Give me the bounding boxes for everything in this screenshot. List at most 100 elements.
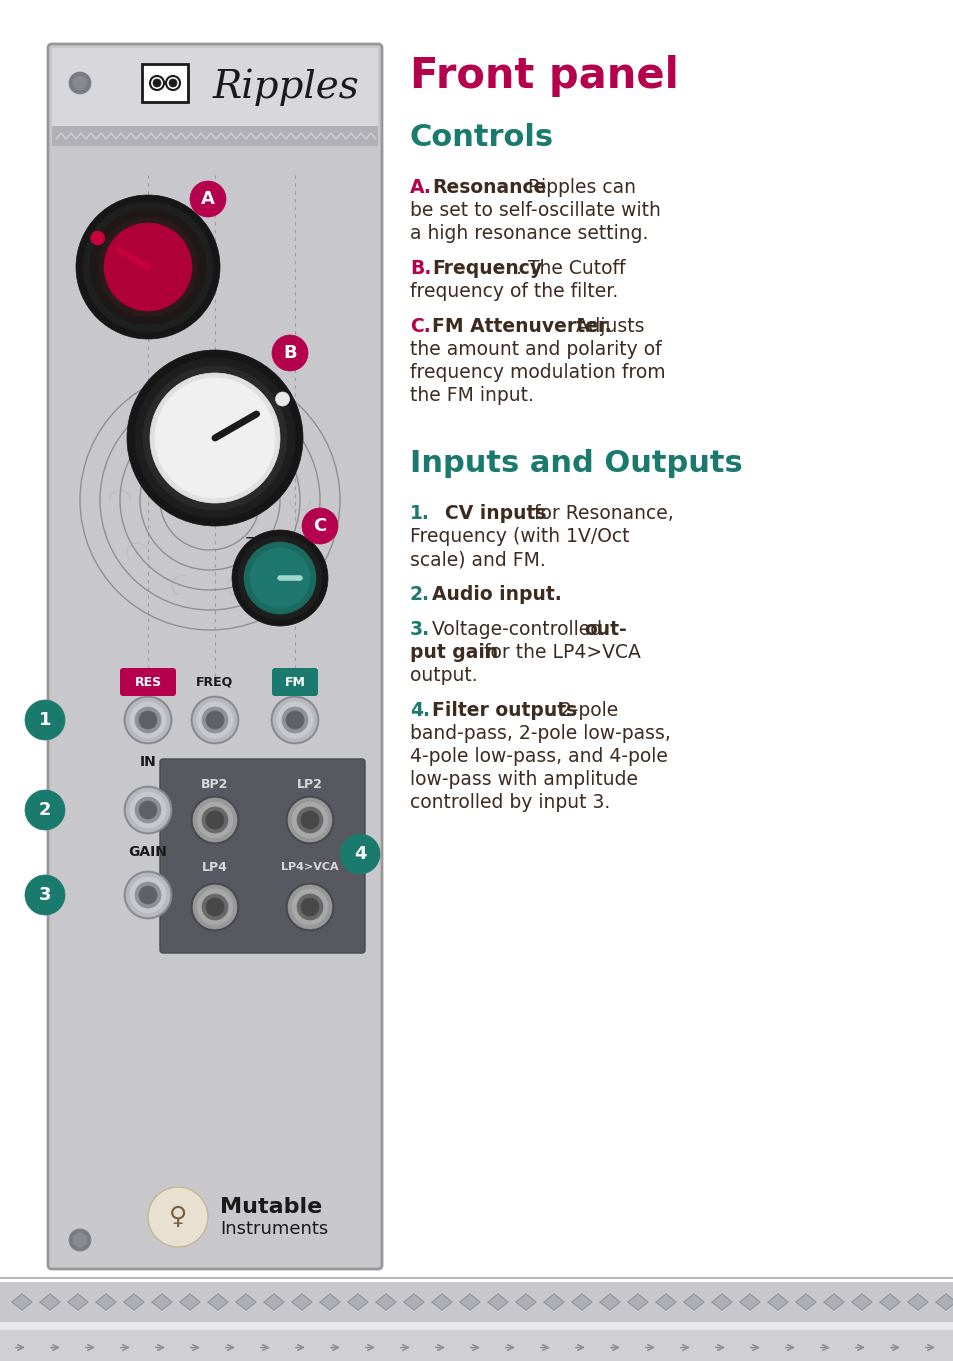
Circle shape (126, 872, 170, 917)
Circle shape (76, 195, 220, 339)
Circle shape (135, 798, 161, 823)
Text: A.: A. (410, 178, 432, 197)
Text: out-: out- (583, 621, 626, 640)
Text: LP4: LP4 (202, 860, 228, 874)
Circle shape (206, 710, 224, 729)
Polygon shape (907, 1294, 927, 1311)
Text: C: C (313, 517, 326, 535)
Circle shape (288, 885, 332, 930)
Circle shape (130, 792, 166, 827)
Circle shape (193, 798, 236, 842)
Circle shape (124, 871, 172, 919)
Text: LP4>VCA: LP4>VCA (281, 862, 338, 872)
Text: 3: 3 (39, 886, 51, 904)
Text: C.: C. (410, 317, 431, 336)
Polygon shape (403, 1294, 423, 1311)
Circle shape (196, 802, 233, 838)
FancyBboxPatch shape (48, 44, 381, 1268)
Circle shape (126, 698, 170, 742)
Circle shape (272, 335, 308, 372)
Circle shape (91, 231, 105, 245)
Text: FREQ: FREQ (196, 675, 233, 689)
Polygon shape (599, 1294, 619, 1311)
Text: . 2-pole: . 2-pole (547, 701, 618, 720)
Circle shape (292, 889, 328, 925)
Polygon shape (124, 1294, 144, 1311)
Circle shape (73, 76, 87, 90)
Circle shape (126, 788, 170, 832)
Circle shape (139, 802, 157, 819)
Bar (52, 127, 377, 146)
Circle shape (196, 889, 233, 925)
Text: 4.: 4. (410, 701, 430, 720)
Text: 1.: 1. (410, 504, 430, 523)
Circle shape (135, 882, 161, 908)
Circle shape (154, 378, 274, 498)
Circle shape (69, 72, 91, 94)
FancyBboxPatch shape (272, 668, 317, 695)
Text: output.: output. (410, 666, 477, 685)
Bar (0, 1330, 953, 1361)
Text: controlled by input 3.: controlled by input 3. (410, 793, 610, 813)
Text: Controls: Controls (410, 122, 554, 152)
Text: Voltage-controlled: Voltage-controlled (432, 621, 607, 640)
Polygon shape (235, 1294, 255, 1311)
Circle shape (292, 802, 328, 838)
Circle shape (271, 695, 318, 744)
Text: the amount and polarity of: the amount and polarity of (410, 340, 661, 359)
Text: low-pass with amplitude: low-pass with amplitude (410, 770, 638, 789)
Text: Filter outputs: Filter outputs (432, 701, 577, 720)
Polygon shape (432, 1294, 452, 1311)
Text: +: + (282, 532, 293, 544)
Polygon shape (572, 1294, 592, 1311)
Circle shape (206, 898, 224, 916)
Polygon shape (319, 1294, 339, 1311)
Circle shape (90, 210, 206, 325)
Circle shape (276, 702, 313, 738)
Polygon shape (935, 1294, 953, 1311)
Circle shape (296, 894, 323, 920)
Text: be set to self-oscillate with: be set to self-oscillate with (410, 201, 660, 220)
Circle shape (301, 898, 318, 916)
Polygon shape (152, 1294, 172, 1311)
Circle shape (73, 1233, 87, 1247)
Circle shape (25, 789, 65, 830)
Text: ♀: ♀ (169, 1204, 187, 1229)
Text: 3.: 3. (410, 621, 430, 640)
Circle shape (150, 373, 280, 504)
Polygon shape (208, 1294, 228, 1311)
Text: . Ripples can: . Ripples can (516, 178, 636, 197)
Text: . The Cutoff: . The Cutoff (516, 259, 625, 278)
Circle shape (286, 710, 304, 729)
Text: A: A (201, 191, 214, 208)
Polygon shape (823, 1294, 843, 1311)
Polygon shape (488, 1294, 507, 1311)
Text: frequency modulation from: frequency modulation from (410, 363, 665, 382)
Circle shape (302, 508, 337, 544)
Text: a high resonance setting.: a high resonance setting. (410, 225, 648, 244)
Text: −: − (245, 532, 255, 544)
Circle shape (250, 548, 310, 608)
Text: GAIN: GAIN (129, 845, 168, 859)
Circle shape (25, 875, 65, 915)
Circle shape (139, 886, 157, 904)
Polygon shape (264, 1294, 284, 1311)
Text: B: B (283, 344, 296, 362)
Circle shape (127, 350, 303, 525)
Text: for Resonance,: for Resonance, (527, 504, 673, 523)
Circle shape (130, 702, 166, 738)
Text: Frequency (with 1V/Oct: Frequency (with 1V/Oct (410, 527, 629, 546)
Circle shape (273, 698, 316, 742)
Circle shape (143, 366, 287, 510)
Text: the FM input.: the FM input. (410, 387, 534, 406)
Circle shape (152, 79, 161, 87)
Polygon shape (851, 1294, 871, 1311)
Text: scale) and FM.: scale) and FM. (410, 550, 545, 569)
Text: 4: 4 (354, 845, 366, 863)
Circle shape (232, 529, 328, 626)
Text: BP2: BP2 (201, 777, 229, 791)
Polygon shape (683, 1294, 703, 1311)
Polygon shape (96, 1294, 116, 1311)
Circle shape (282, 706, 308, 734)
Polygon shape (516, 1294, 536, 1311)
